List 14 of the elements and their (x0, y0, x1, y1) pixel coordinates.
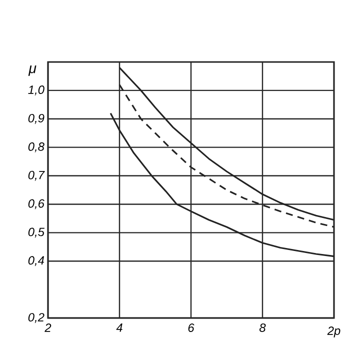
y-tick-label: 1,0 (28, 86, 44, 96)
y-tick-label: 0,5 (28, 228, 45, 238)
y-tick-label: 0,9 (28, 114, 44, 124)
x-tick-label: 2 (44, 324, 52, 332)
x-tick-label: 8 (259, 324, 266, 332)
y-tick-label: 0,6 (28, 199, 44, 210)
y-tick-label: 0,8 (28, 142, 44, 152)
y-tick-label: 0,7 (28, 170, 45, 181)
y-tick-label: 0,4 (28, 256, 44, 266)
x-tick-label: 6 (188, 324, 194, 332)
y-axis-title: μ (28, 66, 36, 76)
y-tick-label: 0,2 (28, 313, 44, 323)
x-axis-title: 2p (327, 326, 340, 338)
x-tick-label: 4 (116, 324, 122, 332)
